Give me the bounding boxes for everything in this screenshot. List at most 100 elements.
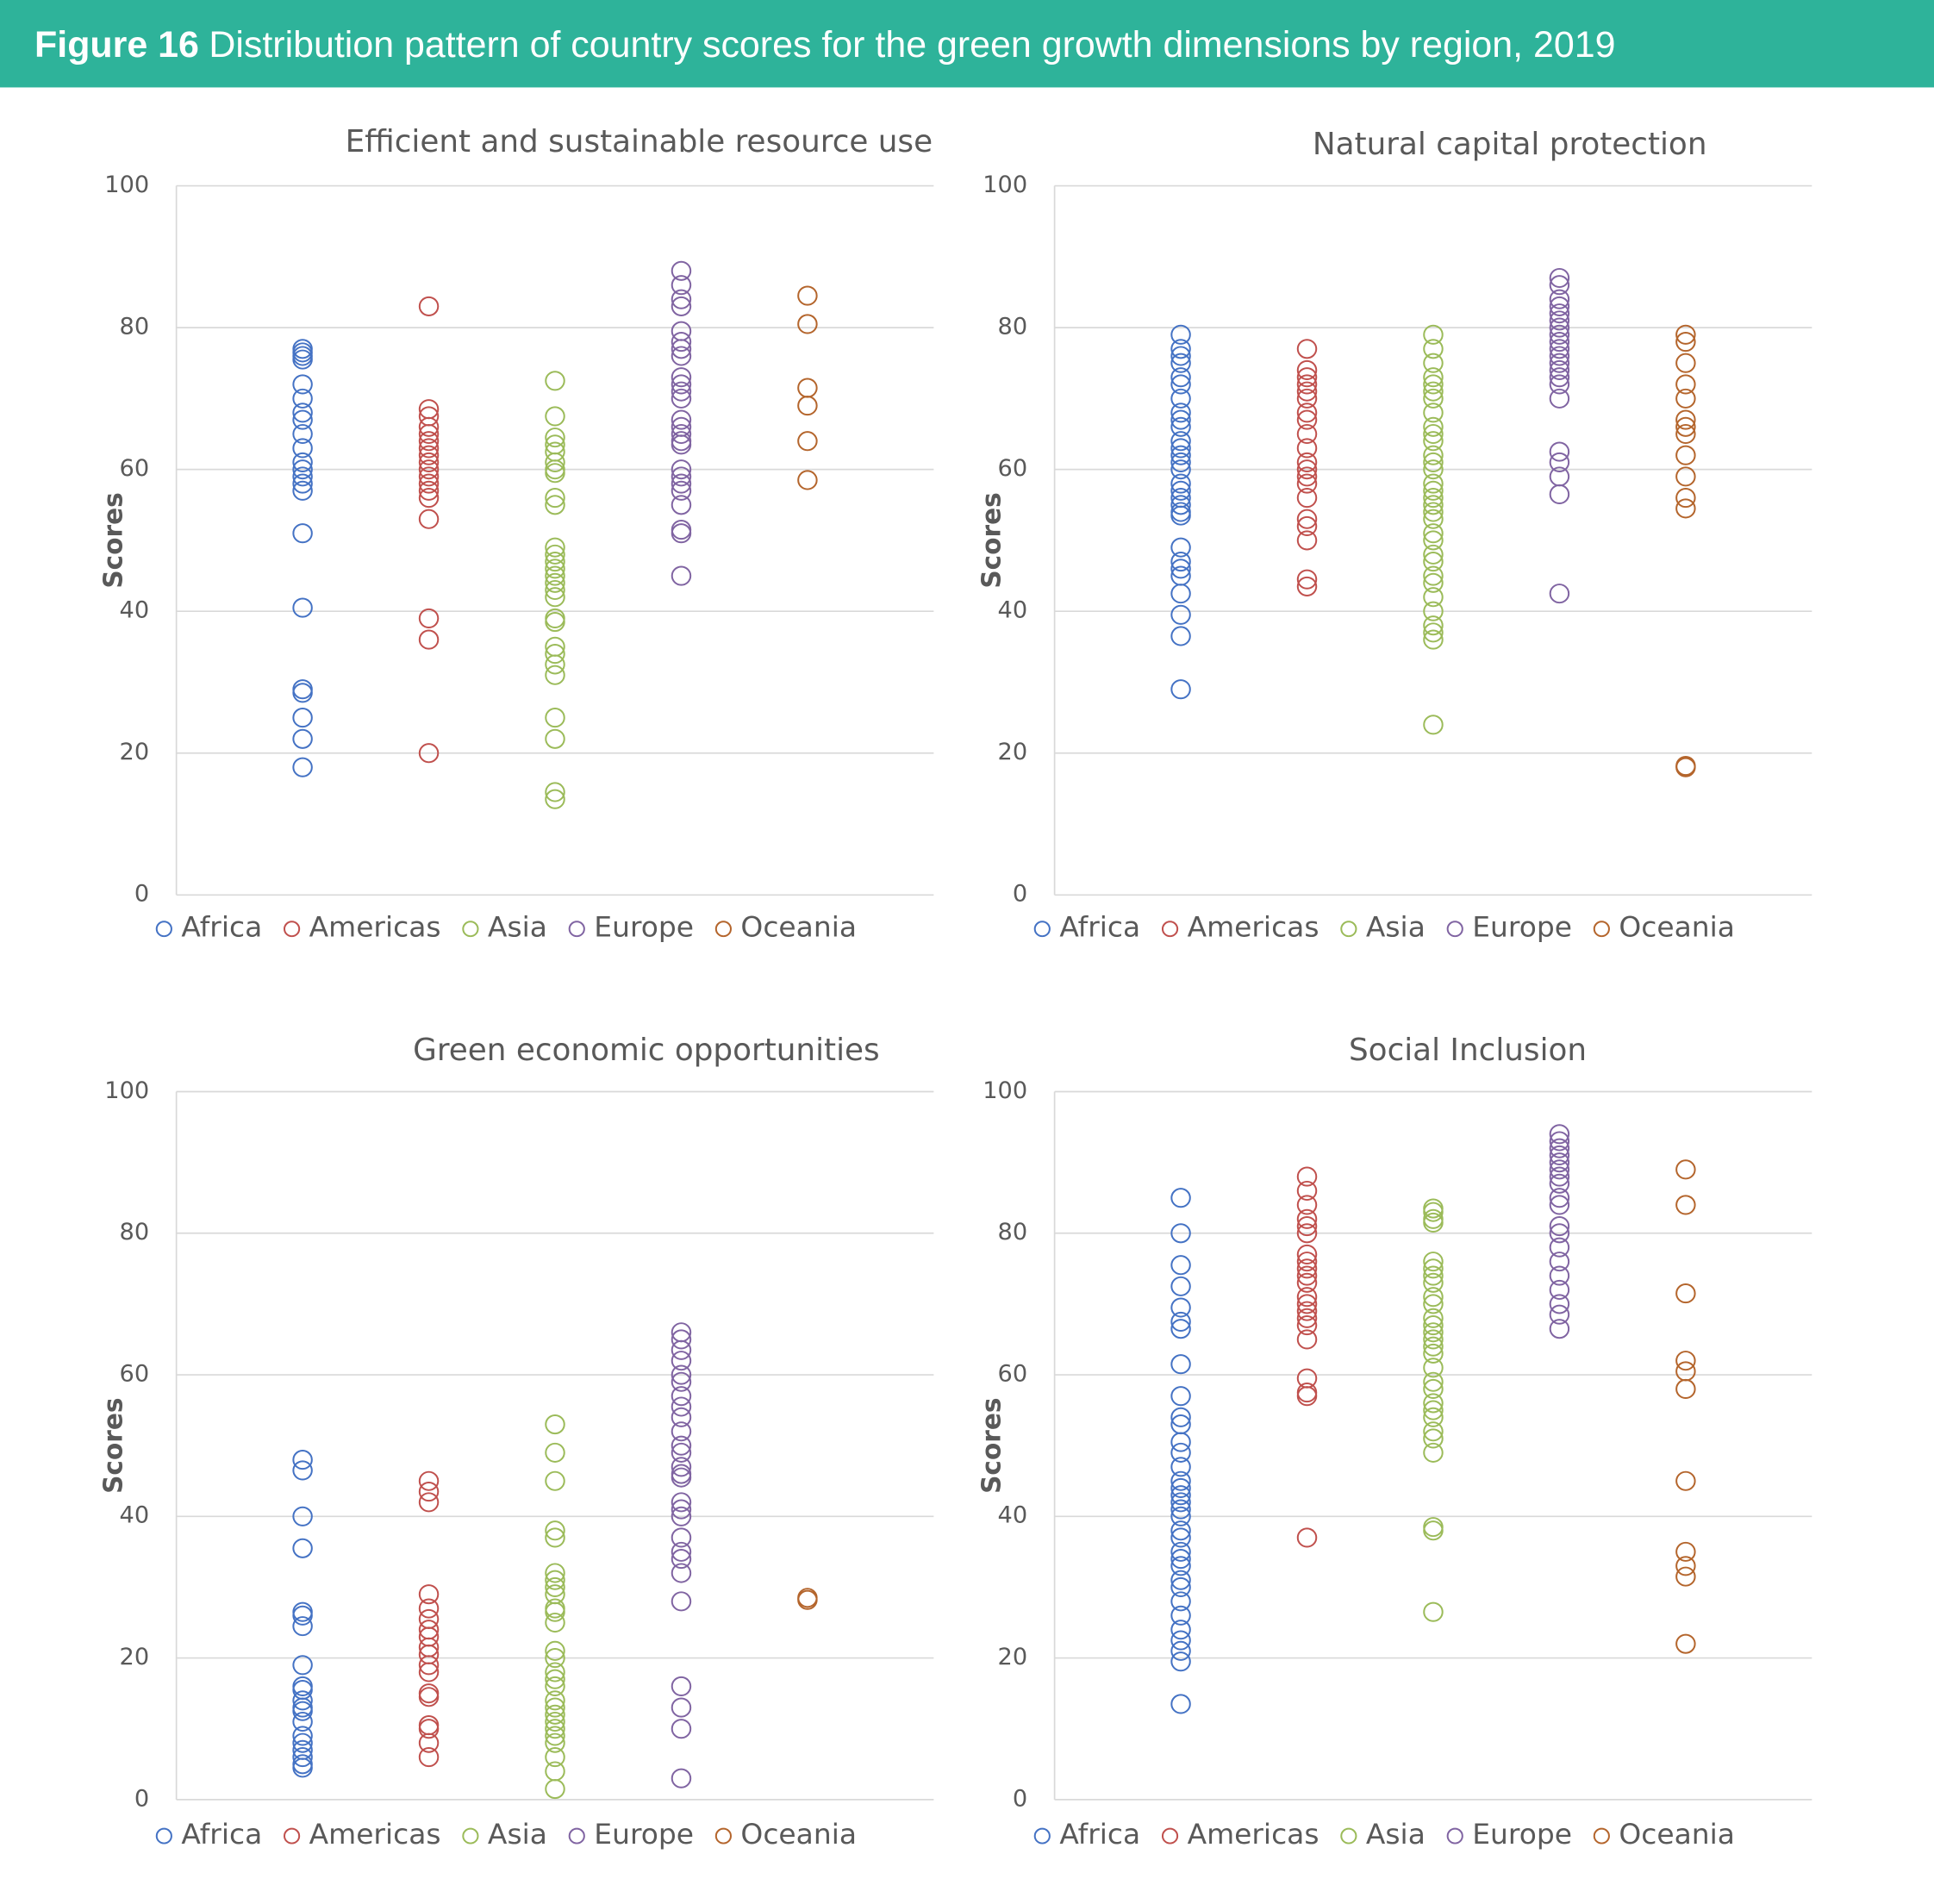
legend-label: Africa (181, 911, 262, 944)
point (671, 480, 692, 501)
point (545, 1520, 565, 1541)
point (292, 452, 313, 472)
point (545, 1601, 565, 1622)
point (671, 260, 692, 281)
point (671, 331, 692, 353)
point (418, 1662, 440, 1682)
legend-label: Americas (309, 1818, 441, 1851)
point (1549, 346, 1570, 366)
point (1296, 409, 1318, 430)
point (1423, 1428, 1444, 1449)
point (545, 1761, 565, 1782)
point (545, 537, 565, 558)
point (292, 683, 313, 703)
point (1675, 1378, 1696, 1400)
point (1170, 1386, 1191, 1407)
point (545, 1711, 565, 1732)
legend-label: Americas (1188, 1818, 1319, 1851)
point (671, 1676, 692, 1696)
point (1170, 1630, 1191, 1651)
point (1170, 438, 1191, 459)
point (1423, 1212, 1444, 1233)
point (292, 1460, 313, 1481)
point (1549, 1279, 1570, 1301)
point (1296, 509, 1318, 529)
point (545, 708, 565, 728)
point (1170, 1188, 1191, 1208)
point (1423, 565, 1444, 586)
point (292, 728, 313, 749)
point (1549, 303, 1570, 324)
point (1549, 339, 1570, 359)
point (1170, 1492, 1191, 1513)
point (1423, 1400, 1444, 1420)
point (418, 629, 440, 650)
point (1549, 1195, 1570, 1215)
point (671, 1492, 692, 1513)
point (1423, 1393, 1444, 1414)
point (418, 452, 440, 472)
point (1549, 331, 1570, 353)
point (1675, 498, 1696, 519)
point (1549, 324, 1570, 345)
point (292, 466, 313, 487)
point (1296, 381, 1318, 402)
point (1170, 367, 1191, 388)
point (1549, 1294, 1570, 1314)
point (1170, 1407, 1191, 1427)
point (545, 1690, 565, 1711)
y-tick-label: 60 (120, 1361, 150, 1388)
legend-label: Europe (1472, 1818, 1572, 1851)
point (671, 459, 692, 480)
point (1675, 374, 1696, 395)
point (1423, 1343, 1444, 1364)
point (545, 644, 565, 665)
point (1549, 1265, 1570, 1286)
point (797, 378, 818, 398)
point (1296, 473, 1318, 494)
point (1296, 1386, 1318, 1407)
point (1170, 1499, 1191, 1520)
legend-marker (1446, 921, 1463, 938)
point (1423, 423, 1444, 445)
point (1423, 1252, 1444, 1272)
point (1296, 374, 1318, 395)
point (418, 1482, 440, 1502)
point (1423, 502, 1444, 522)
point (1423, 1265, 1444, 1286)
point (671, 1549, 692, 1570)
point (671, 1421, 692, 1442)
point (1296, 1301, 1318, 1321)
legend-marker (568, 1827, 585, 1845)
point (1675, 1633, 1696, 1654)
point (1675, 1556, 1696, 1576)
point (1170, 604, 1191, 625)
point (1170, 1470, 1191, 1491)
point (1170, 679, 1191, 700)
point (545, 1648, 565, 1669)
point (545, 572, 565, 593)
point (1423, 509, 1444, 529)
y-tick-label: 20 (120, 739, 150, 765)
point (1170, 495, 1191, 515)
point (418, 459, 440, 480)
point (292, 480, 313, 501)
legend-marker (155, 1827, 172, 1845)
point (1170, 1620, 1191, 1640)
point (671, 409, 692, 430)
point (418, 466, 440, 487)
point (1170, 1477, 1191, 1499)
point (1549, 1159, 1570, 1180)
point (671, 495, 692, 515)
legend-marker (714, 921, 732, 938)
point (1549, 359, 1570, 381)
point (292, 1506, 313, 1526)
point (418, 1719, 440, 1739)
point (1423, 1314, 1444, 1336)
point (1423, 381, 1444, 402)
point (671, 1467, 692, 1488)
point (1170, 1276, 1191, 1296)
point (292, 1616, 313, 1637)
legend-label: Americas (1188, 911, 1319, 944)
point (1170, 584, 1191, 604)
